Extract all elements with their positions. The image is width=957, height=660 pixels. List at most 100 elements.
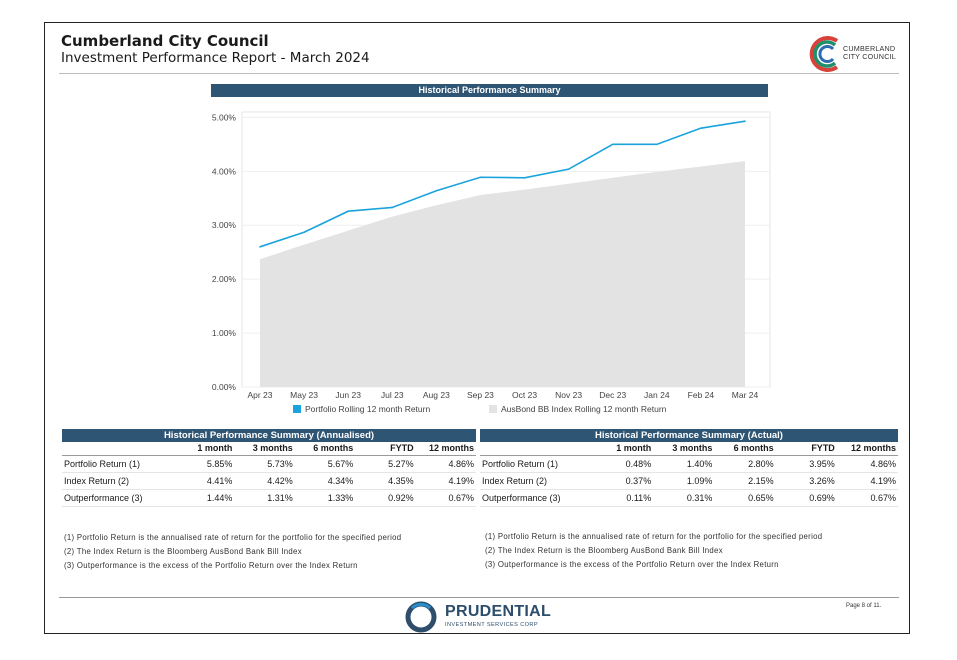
council-c-icon (809, 36, 839, 72)
table-cell: 0.67% (448, 493, 475, 503)
footnotes-right: (1) Portfolio Return is the annualised r… (485, 530, 822, 572)
table-cell: 4.86% (448, 459, 475, 469)
footnote: (1) Portfolio Return is the annualised r… (485, 532, 823, 541)
portfolio-point (347, 210, 349, 213)
portfolio-point (303, 231, 305, 234)
x-tick-label: Feb 24 (688, 390, 715, 400)
table-cell: 4.42% (267, 476, 293, 486)
column-header: 6 months (313, 443, 354, 453)
page-frame (44, 22, 910, 634)
table-cell: 0.11% (626, 493, 652, 503)
prudential-logo: PRUDENTIAL INVESTMENT SERVICES CORP (403, 601, 553, 633)
portfolio-point (700, 127, 702, 129)
row-label: Portfolio Return (1) (64, 459, 141, 469)
column-header: 6 months (733, 443, 774, 453)
table-cell: 4.35% (388, 476, 414, 486)
table-cell: 3.26% (809, 476, 835, 486)
table-cell: 0.92% (388, 493, 414, 503)
legend-label-portfolio: Portfolio Rolling 12 month Return (305, 404, 430, 414)
table-cell: 4.41% (206, 476, 233, 486)
column-header: FYTD (390, 443, 414, 453)
portfolio-point (391, 206, 394, 209)
table-cell: 1.31% (267, 493, 293, 503)
footnote: (3) Outperformance is the excess of the … (64, 561, 358, 570)
x-tick-label: Aug 23 (423, 390, 450, 400)
x-tick-label: May 23 (290, 390, 318, 400)
y-tick-label: 3.00% (212, 220, 237, 230)
footnote: (2) The Index Return is the Bloomberg Au… (64, 547, 302, 556)
row-label: Index Return (2) (64, 476, 130, 486)
annualised-table: Historical Performance Summary (Annualis… (62, 429, 476, 507)
table-cell: 4.86% (870, 459, 897, 469)
table-cell: 0.31% (686, 493, 713, 503)
portfolio-point (656, 143, 658, 146)
portfolio-point (435, 189, 438, 192)
x-tick-label: Nov 23 (555, 390, 582, 400)
footnote: (2) The Index Return is the Bloomberg Au… (485, 546, 723, 555)
table-cell: 4.19% (870, 476, 897, 486)
portfolio-point (479, 176, 482, 179)
portfolio-point (744, 120, 746, 122)
actual-table-title: Historical Performance Summary (Actual) (480, 429, 898, 442)
table-cell: 4.34% (327, 476, 354, 486)
table-cell: 0.69% (809, 493, 835, 503)
portfolio-point (567, 168, 570, 170)
portfolio-point (611, 143, 614, 146)
header-divider (59, 73, 899, 74)
portfolio-point (523, 176, 526, 179)
table-cell: 1.40% (686, 459, 713, 469)
column-header: 1 month (197, 443, 233, 453)
report-title: Cumberland City Council (61, 32, 269, 50)
table-cell: 0.48% (625, 459, 652, 469)
y-tick-label: 5.00% (212, 112, 237, 122)
performance-chart: 0.00% 1.00% 2.00% 3.00% 4.00% 5.00% Apr 23 May … (212, 111, 771, 414)
prudential-brand: PRUDENTIAL (445, 603, 552, 620)
prudential-ring-icon (405, 601, 437, 633)
council-logo: CUMBERLAND CITY COUNCIL (808, 34, 898, 74)
table-cell: 1.44% (206, 493, 233, 503)
prudential-tagline: INVESTMENT SERVICES CORP (445, 622, 539, 628)
row-label: Index Return (2) (482, 476, 548, 486)
column-header: 3 months (672, 443, 713, 453)
table-cell: 5.73% (267, 459, 293, 469)
row-label: Outperformance (3) (64, 493, 143, 503)
footer-divider (59, 597, 899, 598)
legend-swatch-index (489, 405, 497, 413)
actual-table-header: 1 month 3 months 6 months FYTD 12 months (480, 442, 898, 456)
report-subtitle: Investment Performance Report - March 20… (61, 50, 370, 66)
council-logo-line2: CITY COUNCIL (843, 52, 896, 61)
table-row: Portfolio Return (1) 0.48% 1.40% 2.80% 3… (480, 456, 898, 473)
table-row: Outperformance (3) 0.11% 0.31% 0.65% 0.6… (480, 490, 898, 507)
table-cell: 5.67% (327, 459, 354, 469)
portfolio-point (259, 246, 261, 248)
row-label: Outperformance (3) (482, 493, 561, 503)
footnote: (1) Portfolio Return is the annualised r… (64, 533, 402, 542)
table-cell: 3.95% (809, 459, 835, 469)
y-tick-label: 0.00% (212, 382, 237, 392)
portfolio-line-series (259, 120, 746, 248)
table-cell: 0.65% (748, 493, 774, 503)
table-cell: 5.85% (206, 459, 233, 469)
table-cell: 2.80% (748, 459, 774, 469)
table-cell: 4.19% (448, 476, 475, 486)
table-cell: 1.33% (327, 493, 354, 503)
page-number: Page 8 of 11. (846, 603, 882, 609)
x-tick-label: Dec 23 (599, 390, 626, 400)
footnote: (3) Outperformance is the excess of the … (485, 560, 779, 569)
row-label: Portfolio Return (1) (482, 459, 559, 469)
column-header: 1 month (616, 443, 652, 453)
table-row: Portfolio Return (1) 5.85% 5.73% 5.67% 5… (62, 456, 476, 473)
table-row: Index Return (2) 4.41% 4.42% 4.34% 4.35%… (62, 473, 476, 490)
column-header (480, 442, 592, 455)
chart-title: Historical Performance Summary (211, 84, 768, 97)
footnotes-left: (1) Portfolio Return is the annualised r… (64, 531, 401, 573)
table-cell: 2.15% (748, 476, 774, 486)
x-tick-label: Jul 23 (381, 390, 404, 400)
table-cell: 5.27% (388, 459, 414, 469)
legend-swatch-portfolio (293, 405, 301, 413)
council-logo-line1: CUMBERLAND (843, 44, 896, 53)
column-header: FYTD (811, 443, 835, 453)
x-tick-label: Jun 23 (335, 390, 361, 400)
x-tick-label: Oct 23 (512, 390, 537, 400)
x-tick-label: Mar 24 (732, 390, 759, 400)
